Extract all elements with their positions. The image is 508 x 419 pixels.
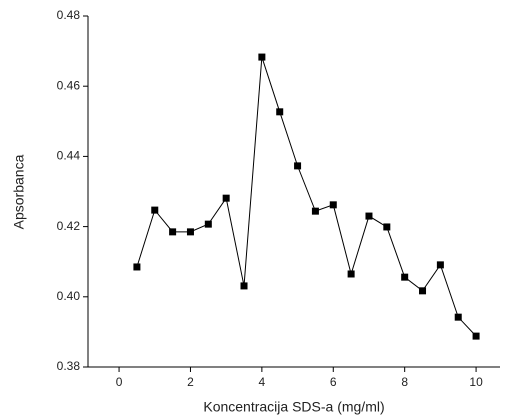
x-tick-label: 4 [259,375,266,389]
y-tick-label: 0.42 [57,219,81,233]
x-tick-label: 2 [187,375,194,389]
data-point [419,287,427,295]
data-point [240,282,248,290]
data-point [329,201,337,209]
data-point [383,223,391,231]
data-point [454,313,462,321]
x-tick-label: 0 [116,375,123,389]
data-point [169,228,177,236]
data-point [401,273,409,281]
y-tick-label: 0.48 [57,8,81,22]
data-point [436,261,444,269]
x-tick-label: 6 [330,375,337,389]
data-point [258,53,266,61]
data-point [222,194,230,202]
data-point [311,207,319,215]
y-axis-title: Apsorbanca [11,154,27,229]
y-tick-label: 0.44 [57,149,81,163]
y-tick-label: 0.38 [57,359,81,373]
data-point [186,228,194,236]
y-tick-label: 0.40 [57,289,81,303]
data-point [133,263,141,271]
y-tick-label: 0.46 [57,78,81,92]
data-point [294,162,302,170]
data-point [204,220,212,228]
data-point [347,270,355,278]
data-point [472,332,480,340]
data-point [151,206,159,214]
data-point [365,212,373,220]
data-point [276,108,284,116]
x-tick-label: 10 [469,375,483,389]
x-tick-label: 8 [401,375,408,389]
x-axis-title: Koncentracija SDS-a (mg/ml) [203,399,384,415]
